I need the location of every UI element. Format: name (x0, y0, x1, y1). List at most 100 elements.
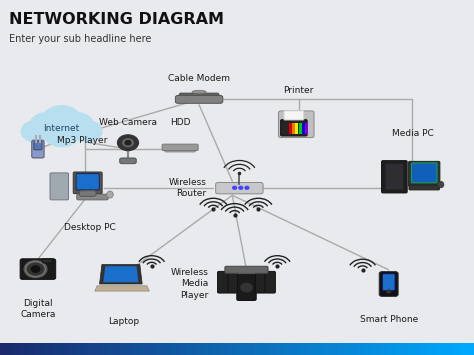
Bar (137, 343, 142, 355)
Bar (265, 343, 270, 355)
Bar (289, 343, 294, 355)
FancyBboxPatch shape (119, 158, 136, 164)
Bar (5, 343, 9, 355)
FancyBboxPatch shape (411, 163, 437, 183)
Bar (417, 343, 422, 355)
Bar (28, 343, 33, 355)
Bar (152, 343, 156, 355)
Bar (360, 343, 365, 355)
FancyBboxPatch shape (409, 161, 440, 186)
Circle shape (42, 106, 82, 136)
Bar (427, 343, 431, 355)
Bar (242, 343, 246, 355)
FancyBboxPatch shape (42, 259, 53, 263)
Bar (469, 343, 474, 355)
Bar (305, 123, 308, 134)
Bar (280, 343, 284, 355)
Bar (161, 343, 166, 355)
Bar (223, 343, 228, 355)
FancyBboxPatch shape (32, 140, 44, 158)
Bar (246, 343, 251, 355)
Text: HDD: HDD (170, 118, 191, 127)
FancyBboxPatch shape (77, 194, 108, 200)
Circle shape (239, 186, 243, 189)
Bar (403, 343, 408, 355)
Ellipse shape (107, 191, 113, 198)
FancyBboxPatch shape (76, 174, 100, 190)
Bar (9, 343, 14, 355)
Bar (76, 343, 81, 355)
Bar (133, 343, 137, 355)
Bar (289, 123, 292, 134)
Bar (194, 343, 199, 355)
Bar (109, 343, 114, 355)
Bar (232, 343, 237, 355)
Bar (190, 343, 194, 355)
Bar (346, 343, 351, 355)
Bar (292, 123, 295, 134)
Bar (270, 343, 275, 355)
Circle shape (29, 113, 65, 140)
Circle shape (123, 139, 133, 147)
Bar (209, 343, 213, 355)
Bar (185, 343, 190, 355)
Bar (100, 343, 104, 355)
Bar (422, 343, 427, 355)
Bar (128, 343, 133, 355)
Text: Internet: Internet (44, 124, 80, 133)
Bar (95, 343, 100, 355)
Text: Desktop PC: Desktop PC (64, 223, 116, 232)
Bar (199, 343, 204, 355)
Bar (57, 343, 62, 355)
Bar (299, 343, 303, 355)
FancyBboxPatch shape (265, 271, 275, 293)
Bar (228, 343, 232, 355)
Circle shape (233, 186, 237, 189)
FancyBboxPatch shape (73, 172, 102, 194)
Circle shape (245, 186, 249, 189)
FancyBboxPatch shape (255, 271, 266, 293)
Circle shape (241, 283, 252, 292)
FancyBboxPatch shape (382, 274, 395, 291)
Bar (370, 343, 374, 355)
Ellipse shape (438, 181, 444, 188)
Bar (256, 343, 261, 355)
FancyBboxPatch shape (409, 185, 439, 190)
Circle shape (31, 266, 40, 272)
Bar (302, 123, 305, 134)
Bar (332, 343, 337, 355)
Bar (308, 343, 313, 355)
Bar (303, 343, 308, 355)
FancyBboxPatch shape (225, 266, 268, 273)
Bar (213, 343, 218, 355)
Bar (450, 343, 455, 355)
FancyBboxPatch shape (281, 120, 307, 136)
Bar (52, 343, 57, 355)
Bar (275, 343, 280, 355)
Bar (441, 343, 446, 355)
Bar (341, 343, 346, 355)
Circle shape (58, 113, 94, 140)
Bar (384, 343, 389, 355)
Bar (237, 343, 242, 355)
Circle shape (27, 263, 44, 275)
Bar (379, 343, 384, 355)
Bar (81, 343, 85, 355)
Bar (374, 343, 379, 355)
FancyBboxPatch shape (79, 191, 96, 196)
Text: Printer: Printer (283, 86, 314, 95)
Bar (327, 343, 332, 355)
Bar (408, 343, 412, 355)
Bar (351, 343, 356, 355)
Polygon shape (103, 266, 138, 282)
FancyBboxPatch shape (165, 148, 195, 152)
FancyBboxPatch shape (284, 111, 304, 120)
Bar (455, 343, 460, 355)
Text: Cable Modem: Cable Modem (168, 73, 230, 83)
Bar (204, 343, 209, 355)
Bar (465, 343, 469, 355)
Bar (318, 343, 322, 355)
Bar (33, 343, 38, 355)
FancyBboxPatch shape (218, 271, 228, 293)
Bar (19, 343, 24, 355)
